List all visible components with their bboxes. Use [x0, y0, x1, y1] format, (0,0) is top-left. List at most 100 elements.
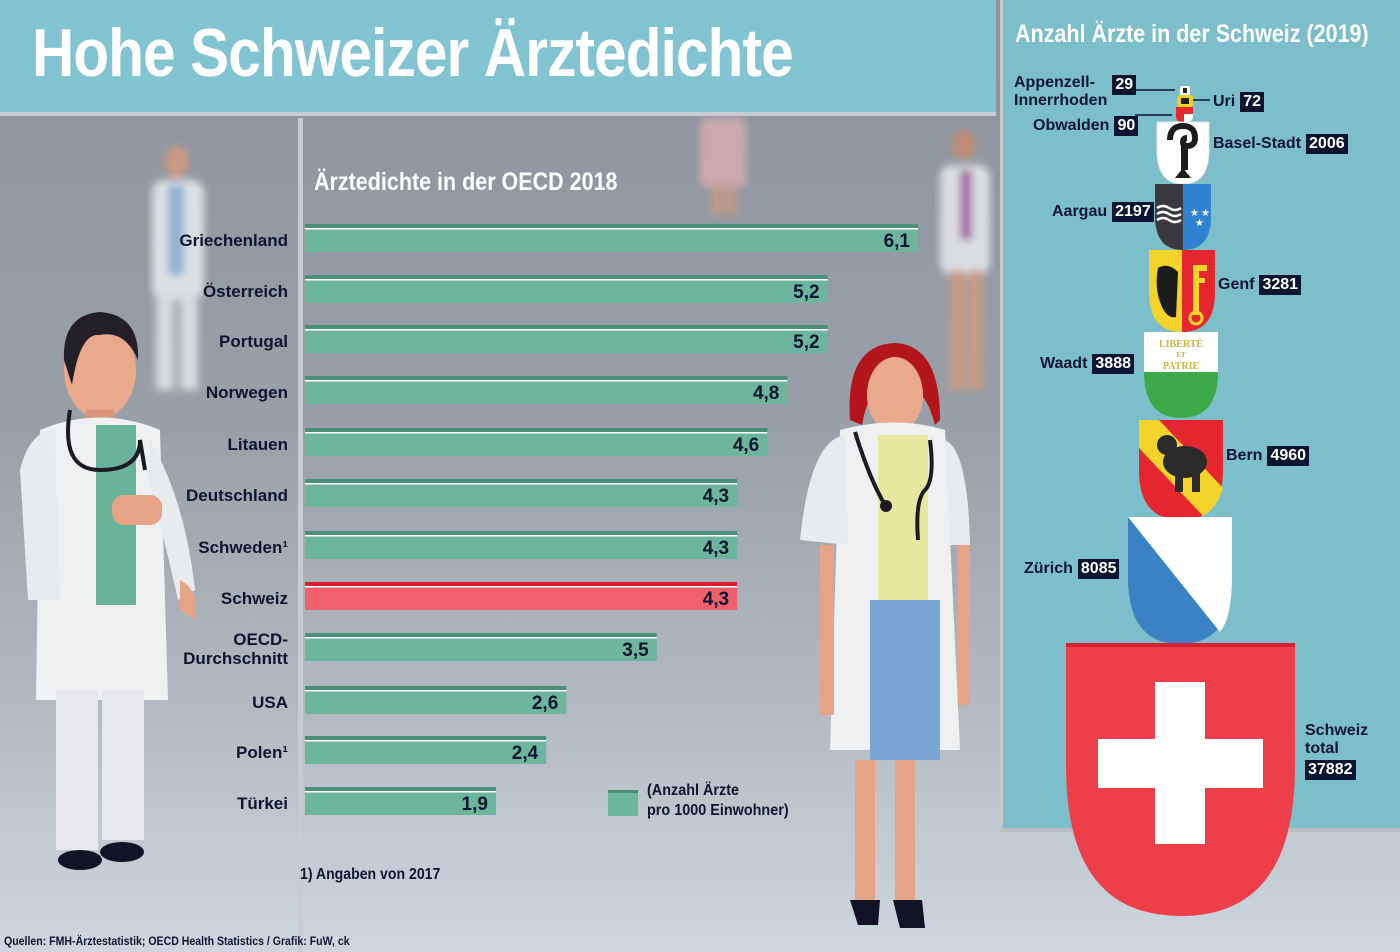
bar-highlight-line — [305, 279, 828, 281]
category-label: Griechenland — [179, 231, 288, 250]
value-label: 2,4 — [512, 743, 539, 764]
legend-text: (Anzahl Ärzte pro 1000 Einwohner) — [647, 781, 789, 821]
blurred-doctor-center-icon — [700, 118, 746, 215]
bar — [305, 535, 738, 559]
value-label: 5,2 — [793, 332, 819, 353]
canton-label-waadt: Waadt 3888 — [1040, 354, 1134, 374]
canton-name: Basel-Stadt — [1213, 135, 1302, 152]
waadt-motto-2: ET — [1176, 351, 1186, 359]
shield-aargau-icon: ★ ★ ★ — [1155, 184, 1211, 250]
category-label: USA — [252, 693, 288, 712]
bar-top-edge — [305, 479, 738, 484]
category-label: Norwegen — [206, 383, 288, 402]
bar-top-edge — [305, 428, 768, 433]
bar-highlight-line — [305, 740, 547, 742]
value-label: 4,3 — [703, 486, 729, 507]
bar — [305, 483, 738, 507]
value-label: 4,3 — [703, 589, 729, 610]
bar-highlight-line — [305, 535, 738, 537]
bar-row: 3,5 OECD-Durchschnitt — [183, 630, 657, 668]
bar-row: 2,6 USA — [252, 686, 567, 714]
canton-name: Uri — [1213, 93, 1236, 110]
canton-label-uri: Uri 72 — [1213, 92, 1265, 112]
bar-top-edge — [305, 787, 496, 792]
canton-shields-stack: ★ ★ ★ LIBERTÉ ET PATRIE — [1066, 86, 1295, 916]
footnote: 1) Angaben von 2017 — [300, 866, 441, 883]
shield-switzerland-icon — [1066, 643, 1295, 916]
bar-highlight-line — [305, 432, 768, 434]
svg-text:★: ★ — [1201, 208, 1210, 219]
canton-name-line: total — [1305, 740, 1339, 757]
bar-row: 4,3 Schweiz — [221, 582, 738, 610]
bar — [305, 432, 768, 456]
canton-count: 29 — [1112, 75, 1137, 95]
bar-highlight-line — [305, 637, 657, 639]
bar-top-edge — [305, 325, 828, 330]
shield-waadt-icon: LIBERTÉ ET PATRIE — [1144, 332, 1218, 418]
canton-count: 8085 — [1077, 559, 1120, 579]
shield-appenzell-innerrhoden-icon — [1180, 86, 1190, 95]
category-label: Schweden¹ — [198, 538, 288, 557]
male-doctor-figure-icon — [20, 312, 196, 870]
bar-top-edge — [305, 633, 657, 638]
canton-name-line: Schweiz — [1305, 722, 1369, 739]
bar — [305, 380, 788, 404]
value-label: 4,8 — [753, 383, 779, 404]
value-label: 2,6 — [532, 693, 558, 714]
bar — [305, 690, 567, 714]
title-banner: Hohe Schweizer Ärztedichte — [0, 0, 996, 116]
canton-name: Obwalden — [1033, 117, 1110, 134]
bar — [305, 586, 738, 610]
bar-row: 4,3 Deutschland — [186, 479, 738, 507]
bar-highlight-line — [305, 690, 567, 692]
canton-label-obwalden: Obwalden 90 — [1033, 116, 1139, 136]
bar — [305, 740, 547, 764]
canton-count: 3888 — [1092, 354, 1134, 374]
bar-row: 5,2 Portugal — [219, 325, 828, 353]
bar-top-edge — [305, 736, 547, 741]
canton-name: Bern — [1226, 447, 1263, 464]
bar-top-edge — [305, 376, 788, 381]
chart-title: Ärztedichte in der OECD 2018 — [314, 168, 618, 196]
canton-count: 37882 — [1305, 760, 1356, 780]
bar — [305, 791, 496, 815]
bar-top-edge — [305, 531, 738, 536]
blurred-doctor-left-icon — [152, 146, 204, 390]
legend-swatch — [608, 790, 638, 816]
canton-count: 2197 — [1112, 202, 1154, 222]
canton-label-appenzell: Appenzell- Innerrhoden 29 — [1014, 74, 1137, 110]
canton-count: 2006 — [1306, 134, 1348, 154]
legend-line-2: pro 1000 Einwohner) — [647, 802, 789, 819]
legend-line-1: (Anzahl Ärzte — [647, 782, 740, 799]
category-label: Deutschland — [186, 486, 288, 505]
bar-highlight-line — [305, 791, 496, 793]
female-doctor-figure-icon — [800, 343, 970, 928]
canton-label-genf: Genf 3281 — [1218, 275, 1302, 295]
waadt-motto-1: LIBERTÉ — [1159, 338, 1203, 350]
bar-top-edge — [305, 686, 567, 691]
value-label: 6,1 — [884, 231, 911, 252]
canton-label-aargau: Aargau 2197 — [1052, 202, 1154, 222]
value-label: 3,5 — [622, 640, 649, 661]
bar-highlight-line — [305, 483, 738, 485]
shield-uri-icon — [1177, 95, 1193, 107]
bar-highlight-line — [305, 586, 738, 588]
bar-highlight-line — [305, 380, 788, 382]
canton-label-basel-stadt: Basel-Stadt 2006 — [1213, 134, 1348, 154]
bar-highlight-line — [305, 228, 918, 230]
shield-zurich-icon — [1128, 517, 1232, 644]
canton-label-schweiz-total: Schweiz total 37882 — [1305, 722, 1368, 780]
canton-name-line: Appenzell- — [1014, 74, 1095, 91]
category-label: OECD- — [233, 630, 288, 649]
bar — [305, 279, 828, 303]
canton-name-line: Innerrhoden — [1014, 92, 1108, 109]
source-credit: Quellen: FMH-Ärztestatistik; OECD Health… — [4, 934, 350, 948]
canton-panel-title: Anzahl Ärzte in der Schweiz (2019) — [1015, 20, 1369, 48]
svg-text:★: ★ — [1195, 218, 1204, 229]
bar-row: 4,3 Schweden¹ — [198, 531, 738, 559]
category-label: Türkei — [237, 794, 288, 813]
main-title: Hohe Schweizer Ärztedichte — [32, 15, 794, 91]
canton-count: 72 — [1240, 92, 1265, 112]
category-label: Polen¹ — [236, 743, 288, 762]
canton-name: Waadt — [1040, 355, 1088, 372]
